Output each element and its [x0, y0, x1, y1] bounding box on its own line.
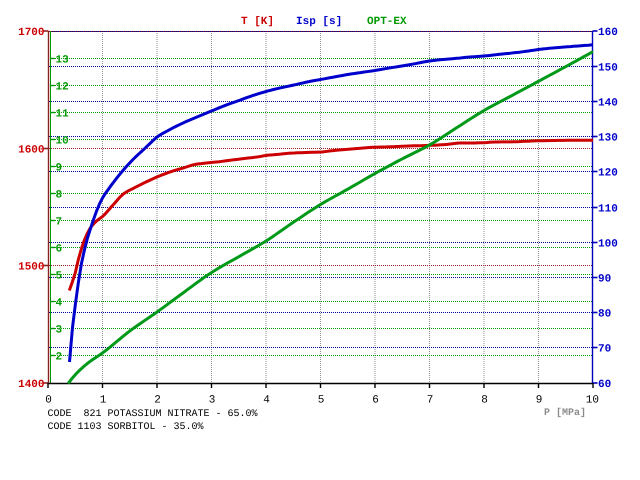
svg-text:9: 9: [536, 395, 543, 407]
svg-text:150: 150: [598, 62, 618, 74]
svg-text:6: 6: [56, 243, 63, 255]
svg-text:60: 60: [598, 379, 611, 391]
svg-text:4: 4: [263, 395, 270, 407]
svg-text:1700: 1700: [18, 27, 44, 39]
svg-text:12: 12: [56, 81, 69, 93]
svg-text:10: 10: [56, 135, 69, 147]
svg-text:9: 9: [56, 162, 63, 174]
svg-text:4: 4: [56, 297, 63, 309]
svg-text:110: 110: [598, 203, 618, 215]
svg-text:130: 130: [598, 132, 618, 144]
svg-text:90: 90: [598, 273, 611, 285]
svg-text:100: 100: [598, 238, 618, 250]
svg-text:5: 5: [56, 270, 63, 282]
svg-text:80: 80: [598, 308, 611, 320]
svg-text:70: 70: [598, 343, 611, 355]
svg-text:8: 8: [481, 395, 488, 407]
svg-text:Isp [s]: Isp [s]: [296, 16, 342, 28]
svg-text:T [K]: T [K]: [241, 16, 274, 28]
svg-text:1600: 1600: [18, 144, 44, 156]
svg-text:8: 8: [56, 189, 63, 201]
svg-text:1500: 1500: [18, 261, 44, 273]
svg-text:2: 2: [154, 395, 161, 407]
svg-text:160: 160: [598, 27, 618, 39]
svg-text:CODE 1103 SORBITOL - 35.0%: CODE 1103 SORBITOL - 35.0%: [48, 422, 204, 433]
svg-text:3: 3: [209, 395, 216, 407]
svg-text:1400: 1400: [18, 379, 44, 391]
svg-text:7: 7: [56, 216, 63, 228]
svg-text:CODE 821 POTASSIUM NITRATE -: CODE 821 POTASSIUM NITRATE - 65.0%: [48, 409, 258, 420]
svg-text:13: 13: [56, 54, 70, 66]
svg-text:11: 11: [56, 108, 70, 120]
svg-text:2: 2: [56, 351, 63, 363]
svg-text:P [MPa]: P [MPa]: [544, 407, 586, 419]
svg-text:1: 1: [100, 395, 107, 407]
svg-text:140: 140: [598, 97, 618, 109]
svg-text:OPT-EX: OPT-EX: [367, 16, 407, 28]
svg-text:7: 7: [427, 395, 434, 407]
svg-text:5: 5: [318, 395, 325, 407]
svg-text:10: 10: [586, 395, 599, 407]
svg-text:3: 3: [56, 324, 63, 336]
svg-text:120: 120: [598, 167, 618, 179]
svg-text:6: 6: [372, 395, 379, 407]
svg-text:0: 0: [45, 395, 52, 407]
